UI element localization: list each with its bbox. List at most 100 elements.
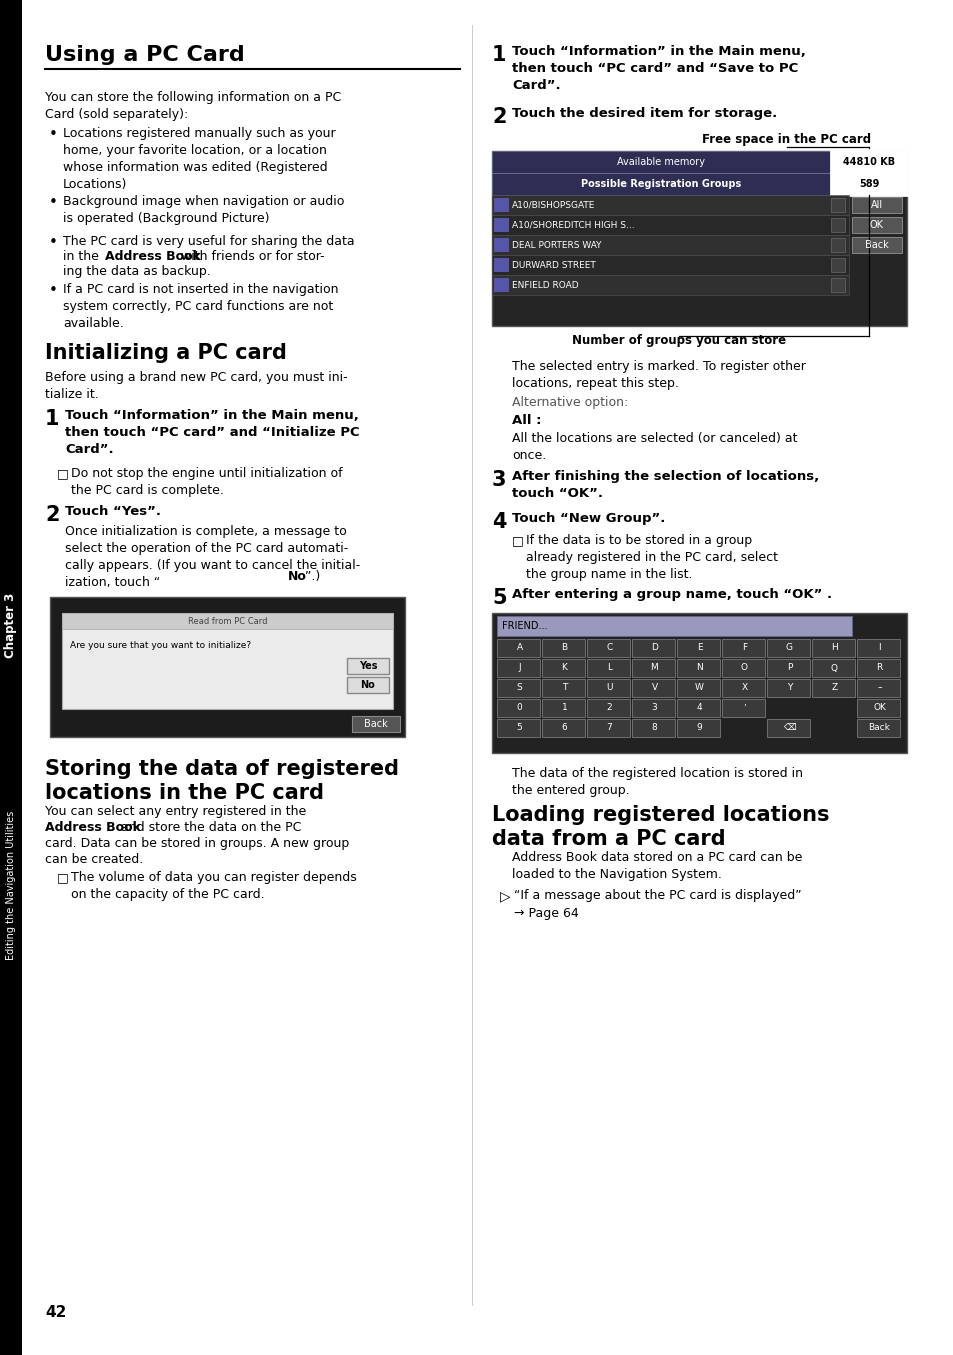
Text: Locations registered manually such as your
home, your favorite location, or a lo: Locations registered manually such as yo… (63, 127, 335, 191)
Bar (494, 278, 509, 291)
Bar (494, 257, 509, 272)
Text: 7: 7 (606, 724, 612, 733)
Bar (851, 196, 901, 213)
Text: in the: in the (63, 251, 103, 263)
Text: •: • (49, 283, 58, 298)
Text: Loading registered locations
data from a PC card: Loading registered locations data from a… (492, 805, 828, 850)
Bar (830, 238, 844, 252)
Bar (721, 699, 764, 717)
Text: H: H (830, 644, 837, 653)
Text: ing the data as backup.: ing the data as backup. (63, 266, 211, 278)
Text: D: D (650, 644, 658, 653)
Text: If the data is to be stored in a group
already registered in the PC card, select: If the data is to be stored in a group a… (525, 534, 778, 581)
Text: Using a PC Card: Using a PC Card (45, 45, 245, 65)
Text: and store the data on the PC: and store the data on the PC (117, 821, 301, 833)
Text: All :: All : (512, 415, 541, 427)
Text: The selected entry is marked. To register other
locations, repeat this step.: The selected entry is marked. To registe… (512, 360, 805, 390)
Text: Address Book: Address Book (105, 251, 201, 263)
Text: All: All (870, 201, 882, 210)
Text: Number of groups you can store: Number of groups you can store (572, 333, 785, 347)
Text: C: C (606, 644, 612, 653)
Text: A10/SHOREDITCH HIGH S...: A10/SHOREDITCH HIGH S... (512, 221, 634, 229)
Text: Touch “New Group”.: Touch “New Group”. (512, 512, 664, 524)
Text: “If a message about the PC card is displayed”: “If a message about the PC card is displ… (514, 889, 801, 902)
Text: R: R (876, 664, 882, 672)
Text: 9: 9 (696, 724, 701, 733)
Text: Touch the desired item for storage.: Touch the desired item for storage. (512, 107, 777, 121)
Text: 42: 42 (45, 1305, 67, 1320)
Bar (0, 0, 22, 1355)
Text: □: □ (57, 467, 69, 480)
Text: •: • (49, 234, 58, 251)
Bar (494, 238, 509, 252)
Bar (631, 659, 675, 678)
Text: M: M (650, 664, 658, 672)
Bar (721, 640, 764, 657)
Bar (851, 217, 901, 233)
Text: 1: 1 (561, 703, 567, 713)
Bar (677, 640, 720, 657)
Bar (494, 198, 509, 211)
Bar (497, 720, 539, 737)
Text: You can store the following information on a PC
Card (sold separately):: You can store the following information … (45, 91, 341, 121)
Bar (492, 173, 830, 195)
Text: with friends or for stor-: with friends or for stor- (177, 251, 324, 263)
Text: FRIEND...: FRIEND... (501, 621, 547, 631)
Bar (541, 640, 584, 657)
Text: Touch “Information” in the Main menu,
then touch “PC card” and “Initialize PC
Ca: Touch “Information” in the Main menu, th… (65, 409, 359, 457)
Text: Address Book: Address Book (45, 821, 141, 833)
Bar (492, 215, 848, 234)
Bar (492, 150, 906, 327)
Text: 3: 3 (651, 703, 657, 713)
Text: 44810 KB: 44810 KB (842, 157, 894, 167)
Text: Back: Back (867, 724, 889, 733)
Text: Touch “Information” in the Main menu,
then touch “PC card” and “Save to PC
Card”: Touch “Information” in the Main menu, th… (512, 45, 805, 92)
Text: 5: 5 (492, 588, 506, 608)
Text: All the locations are selected (or canceled) at
once.: All the locations are selected (or cance… (512, 432, 797, 462)
Text: 5: 5 (517, 724, 522, 733)
Bar (830, 198, 844, 211)
Text: A10/BISHOPSGATE: A10/BISHOPSGATE (512, 201, 595, 210)
Text: Y: Y (786, 683, 791, 692)
Text: Storing the data of registered
locations in the PC card: Storing the data of registered locations… (45, 759, 398, 804)
Text: Back: Back (364, 720, 388, 729)
Text: □: □ (512, 534, 523, 547)
Text: U: U (605, 683, 612, 692)
Text: A: A (516, 644, 522, 653)
Bar (811, 640, 854, 657)
Text: V: V (651, 683, 657, 692)
Text: ENFIELD ROAD: ENFIELD ROAD (512, 280, 578, 290)
Text: No: No (288, 570, 307, 583)
Bar (492, 275, 848, 295)
Text: J: J (517, 664, 520, 672)
Bar (586, 699, 629, 717)
Text: ”.): ”.) (305, 570, 320, 583)
Bar (352, 715, 399, 732)
Text: ’: ’ (742, 703, 745, 713)
Text: Touch “Yes”.: Touch “Yes”. (65, 505, 161, 518)
Text: Address Book data stored on a PC card can be
loaded to the Navigation System.: Address Book data stored on a PC card ca… (512, 851, 801, 881)
Text: L: L (606, 664, 612, 672)
Text: I: I (878, 644, 880, 653)
Text: •: • (49, 127, 58, 142)
Text: Chapter 3: Chapter 3 (5, 592, 17, 657)
Bar (541, 679, 584, 696)
Bar (492, 612, 906, 753)
Bar (497, 699, 539, 717)
Bar (541, 699, 584, 717)
Text: B: B (561, 644, 567, 653)
Bar (62, 612, 393, 629)
Text: W: W (695, 683, 703, 692)
Text: X: X (740, 683, 747, 692)
Bar (50, 598, 405, 737)
Text: E: E (696, 644, 701, 653)
Bar (586, 640, 629, 657)
Bar (586, 679, 629, 696)
Text: After entering a group name, touch “OK” .: After entering a group name, touch “OK” … (512, 588, 831, 602)
Bar (497, 679, 539, 696)
Text: K: K (561, 664, 567, 672)
Bar (492, 195, 848, 215)
Bar (631, 720, 675, 737)
Text: DEAL PORTERS WAY: DEAL PORTERS WAY (512, 240, 601, 249)
Text: G: G (785, 644, 792, 653)
